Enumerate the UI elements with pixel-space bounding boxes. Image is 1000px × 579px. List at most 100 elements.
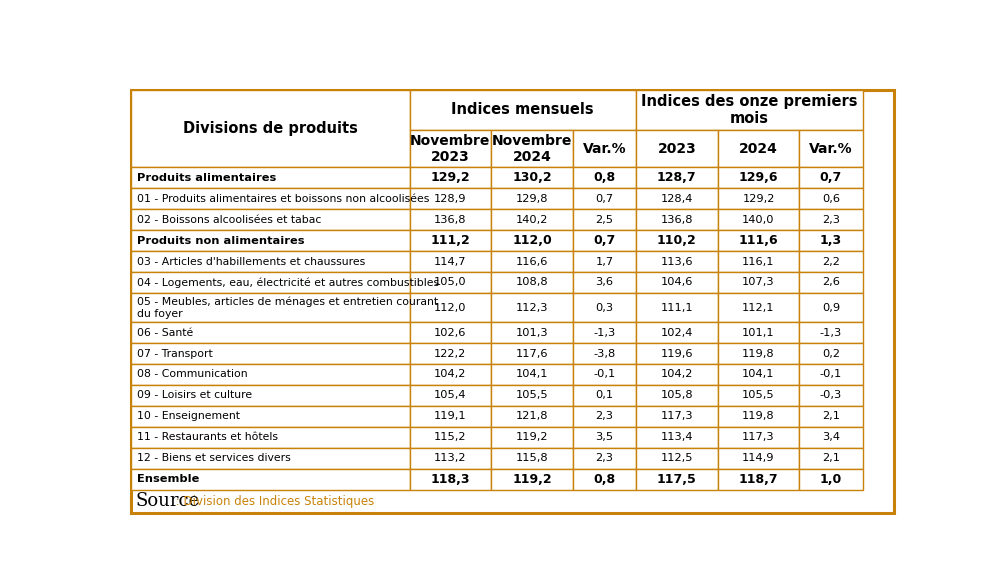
Text: -0,3: -0,3 xyxy=(820,390,842,401)
Bar xyxy=(799,130,863,167)
Bar xyxy=(799,469,863,490)
Bar xyxy=(131,230,410,251)
Bar xyxy=(410,188,491,209)
Text: 0,6: 0,6 xyxy=(822,193,840,204)
Bar xyxy=(410,469,491,490)
Bar xyxy=(636,448,718,469)
Text: 121,8: 121,8 xyxy=(516,412,548,422)
Bar xyxy=(799,272,863,293)
Text: 09 - Loisirs et culture: 09 - Loisirs et culture xyxy=(137,390,253,401)
Bar xyxy=(131,469,410,490)
Text: 2,5: 2,5 xyxy=(595,215,613,225)
Text: 08 - Communication: 08 - Communication xyxy=(137,369,248,379)
Bar xyxy=(799,188,863,209)
Bar xyxy=(491,427,573,448)
Bar xyxy=(636,469,718,490)
Text: 112,5: 112,5 xyxy=(661,453,693,463)
Bar xyxy=(636,427,718,448)
Bar xyxy=(491,188,573,209)
Text: Produits alimentaires: Produits alimentaires xyxy=(137,173,277,182)
Bar xyxy=(131,343,410,364)
Text: 2,3: 2,3 xyxy=(822,215,840,225)
Text: 101,3: 101,3 xyxy=(516,328,548,338)
Text: 1,3: 1,3 xyxy=(820,234,842,247)
Bar xyxy=(636,188,718,209)
Text: 2,1: 2,1 xyxy=(822,453,840,463)
Bar xyxy=(573,406,636,427)
Bar xyxy=(636,272,718,293)
Text: 01 - Produits alimentaires et boissons non alcoolisées: 01 - Produits alimentaires et boissons n… xyxy=(137,193,430,204)
Bar xyxy=(718,427,799,448)
Text: 102,4: 102,4 xyxy=(661,328,693,338)
Bar xyxy=(491,209,573,230)
Text: Source: Source xyxy=(135,492,199,511)
Text: 111,1: 111,1 xyxy=(661,302,693,313)
Text: 10 - Enseignement: 10 - Enseignement xyxy=(137,412,240,422)
Bar xyxy=(410,167,491,188)
Text: 118,7: 118,7 xyxy=(739,473,778,486)
Bar xyxy=(491,130,573,167)
Bar xyxy=(131,167,410,188)
Bar xyxy=(799,167,863,188)
Text: 113,2: 113,2 xyxy=(434,453,467,463)
Text: Divisions de produits: Divisions de produits xyxy=(183,121,358,136)
Text: 136,8: 136,8 xyxy=(661,215,693,225)
Text: 104,2: 104,2 xyxy=(661,369,693,379)
Text: Novembre
2023: Novembre 2023 xyxy=(410,134,491,164)
Text: 119,2: 119,2 xyxy=(516,433,548,442)
Text: 1,7: 1,7 xyxy=(595,256,613,266)
Text: 03 - Articles d'habillements et chaussures: 03 - Articles d'habillements et chaussur… xyxy=(137,256,366,266)
Text: 107,3: 107,3 xyxy=(742,277,775,288)
Bar xyxy=(573,322,636,343)
Text: 111,2: 111,2 xyxy=(430,234,470,247)
Bar xyxy=(491,272,573,293)
Bar xyxy=(636,251,718,272)
Bar xyxy=(573,364,636,385)
Text: 108,8: 108,8 xyxy=(516,277,548,288)
Text: 101,1: 101,1 xyxy=(742,328,775,338)
Bar xyxy=(573,448,636,469)
Text: 2,3: 2,3 xyxy=(595,412,613,422)
Bar xyxy=(491,251,573,272)
Bar xyxy=(718,448,799,469)
Bar xyxy=(491,448,573,469)
Text: -0,1: -0,1 xyxy=(593,369,616,379)
Bar xyxy=(718,293,799,322)
Text: -3,8: -3,8 xyxy=(593,349,616,358)
Bar xyxy=(573,167,636,188)
Text: 113,6: 113,6 xyxy=(661,256,693,266)
Bar xyxy=(636,230,718,251)
Bar xyxy=(131,406,410,427)
Text: 104,1: 104,1 xyxy=(516,369,548,379)
Text: 114,9: 114,9 xyxy=(742,453,775,463)
Text: 0,7: 0,7 xyxy=(595,193,613,204)
Text: 2,1: 2,1 xyxy=(822,412,840,422)
Bar xyxy=(491,364,573,385)
Bar xyxy=(573,343,636,364)
Text: 0,8: 0,8 xyxy=(593,171,615,184)
Bar xyxy=(799,448,863,469)
Bar xyxy=(636,130,718,167)
Text: 116,1: 116,1 xyxy=(742,256,775,266)
Text: 1,0: 1,0 xyxy=(820,473,842,486)
Text: 02 - Boissons alcoolisées et tabac: 02 - Boissons alcoolisées et tabac xyxy=(137,215,322,225)
Bar xyxy=(410,343,491,364)
Text: -0,1: -0,1 xyxy=(820,369,842,379)
Bar xyxy=(636,209,718,230)
Text: 0,7: 0,7 xyxy=(593,234,616,247)
Text: -1,3: -1,3 xyxy=(820,328,842,338)
Text: 117,6: 117,6 xyxy=(516,349,548,358)
Text: 2,3: 2,3 xyxy=(595,453,613,463)
Bar xyxy=(491,385,573,406)
Bar xyxy=(636,167,718,188)
Bar xyxy=(799,427,863,448)
Bar xyxy=(718,251,799,272)
Bar xyxy=(131,364,410,385)
Text: 102,6: 102,6 xyxy=(434,328,467,338)
Text: 128,7: 128,7 xyxy=(657,171,697,184)
Bar xyxy=(573,251,636,272)
Text: 114,7: 114,7 xyxy=(434,256,467,266)
Text: 105,5: 105,5 xyxy=(742,390,775,401)
Text: 115,8: 115,8 xyxy=(516,453,548,463)
Text: 105,5: 105,5 xyxy=(516,390,548,401)
